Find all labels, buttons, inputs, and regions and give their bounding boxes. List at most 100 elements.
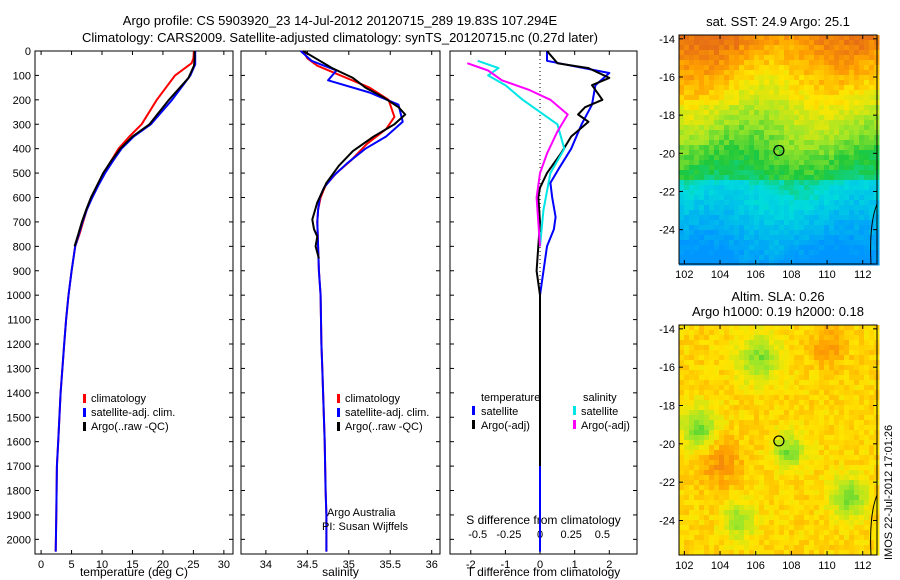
sla-map-cell [704, 520, 710, 526]
sla-map-cell [714, 430, 720, 436]
sla-map-cell [709, 430, 715, 436]
sst-map-cell [704, 245, 710, 251]
sst-map-cell [814, 175, 820, 181]
sla-map-cell [679, 390, 685, 396]
sla-map-cell [849, 355, 855, 361]
sla-map-cell [814, 420, 820, 426]
sla-map-cell [804, 485, 810, 491]
sla-map-cell [809, 330, 815, 336]
sst-map-cell [834, 135, 840, 141]
sla-map-cell [809, 340, 815, 346]
sla-map-cell [769, 360, 775, 366]
sst-map-cell [714, 95, 720, 101]
sst-map-cell [854, 80, 860, 86]
sst-map-cell [864, 90, 870, 96]
sla-map-cell [814, 370, 820, 376]
sla-map-cell [754, 355, 760, 361]
sst-map-cell [764, 195, 770, 201]
sst-map-cell [809, 235, 815, 241]
sst-map-cell [764, 205, 770, 211]
sla-map-cell [764, 535, 770, 541]
sla-map-cell [829, 445, 835, 451]
sla-map-cell [869, 370, 875, 376]
sst-map-cell [834, 105, 840, 111]
sla-map-cell [834, 405, 840, 411]
sst-map-cell [724, 260, 730, 266]
sst-map-cell [849, 200, 855, 206]
sst-map-cell [704, 225, 710, 231]
sst-map-cell [714, 230, 720, 236]
sla-map-cell [724, 460, 730, 466]
sst-map-title: sat. SST: 24.9 Argo: 25.1 [706, 14, 850, 29]
sla-map-cell [769, 435, 775, 441]
sst-map-cell [859, 45, 865, 51]
sla-map-cell [859, 340, 865, 346]
sla-map-cell [854, 455, 860, 461]
sst-map-cell [794, 260, 800, 266]
sla-map-cell [794, 335, 800, 341]
sst-map-cell [844, 155, 850, 161]
sla-map-cell [809, 530, 815, 536]
sla-map-cell [804, 330, 810, 336]
sst-map-cell [829, 55, 835, 61]
sla-map-cell [684, 375, 690, 381]
sst-map-cell [754, 75, 760, 81]
sst-map-cell [699, 105, 705, 111]
sla-map-cell [784, 495, 790, 501]
legend-label-argo-temperature: Argo(-adj) [481, 420, 530, 432]
sla-map-cell [744, 405, 750, 411]
sla-map-cell [834, 450, 840, 456]
sst-map-cell [779, 125, 785, 131]
sla-map-cell [784, 325, 790, 331]
sla-map-cell [799, 360, 805, 366]
sst-map-cell [739, 80, 745, 86]
sla-map-cell [774, 530, 780, 536]
sst-map-cell [784, 250, 790, 256]
sla-map-cell [799, 340, 805, 346]
sst-map-cell [724, 240, 730, 246]
sst-map-cell [714, 150, 720, 156]
sla-map-cell [719, 380, 725, 386]
sla-map-cell [859, 420, 865, 426]
sst-map-cell [859, 220, 865, 226]
sla-map-cell [809, 480, 815, 486]
sst-map-cell [764, 215, 770, 221]
sla-map-cell [734, 435, 740, 441]
sst-map-cell [814, 160, 820, 166]
sla-map-cell [684, 515, 690, 521]
sst-map-cell [794, 35, 800, 41]
sst-map-cell [824, 225, 830, 231]
sla-map-cell [799, 520, 805, 526]
sst-map-cell [734, 180, 740, 186]
sst-map-cell [844, 40, 850, 46]
sla-map-cell [749, 370, 755, 376]
sst-map-cell [759, 50, 765, 56]
sla-map-cell [839, 410, 845, 416]
sla-map-cell [699, 425, 705, 431]
sla-map-cell [749, 395, 755, 401]
sst-map-cell [814, 155, 820, 161]
sla-map-cell [779, 410, 785, 416]
sst-map-cell [689, 45, 695, 51]
sla-map-cell [854, 390, 860, 396]
sst-map-cell [819, 160, 825, 166]
sla-map-cell [849, 455, 855, 461]
sla-map-cell [689, 550, 695, 556]
sst-map-cell [759, 155, 765, 161]
sla-map-cell [729, 410, 735, 416]
sla-map-cell [689, 475, 695, 481]
sst-map-cell [759, 95, 765, 101]
sst-map-cell [794, 55, 800, 61]
sla-map-cell [699, 420, 705, 426]
sst-map-cell [859, 225, 865, 231]
sla-map-cell [744, 345, 750, 351]
sst-map-field [679, 35, 880, 266]
sla-map-cell [814, 330, 820, 336]
sla-map-cell [789, 520, 795, 526]
sla-map-cell [779, 405, 785, 411]
sst-map-cell [679, 215, 685, 221]
sla-map-cell [714, 510, 720, 516]
sst-map-cell [854, 230, 860, 236]
sla-map-cell [704, 350, 710, 356]
sla-map-cell [819, 495, 825, 501]
